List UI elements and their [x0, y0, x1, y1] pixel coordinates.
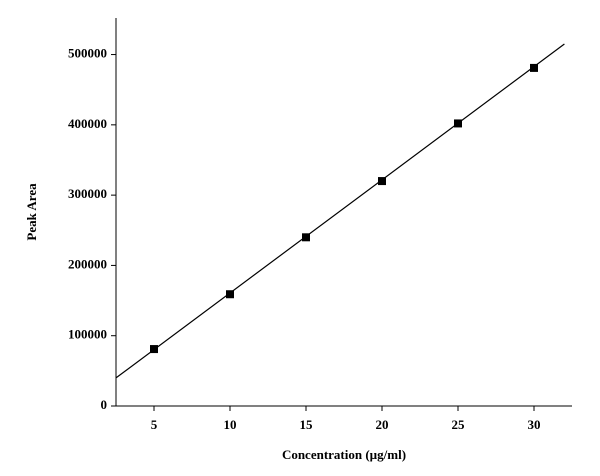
- x-tick-label: 15: [300, 417, 314, 432]
- x-tick-label: 10: [224, 417, 237, 432]
- data-point: [530, 63, 538, 72]
- y-tick-label: 500000: [68, 46, 107, 61]
- data-point: [378, 177, 386, 186]
- y-tick-label: 300000: [68, 186, 107, 201]
- x-tick-label: 30: [528, 417, 541, 432]
- y-tick-label: 0: [101, 397, 108, 412]
- x-tick-label: 20: [376, 417, 389, 432]
- y-tick-label: 100000: [68, 327, 107, 342]
- x-axis-label: Concentration (µg/ml): [282, 447, 406, 462]
- x-tick-label: 5: [151, 417, 158, 432]
- y-tick-label: 400000: [68, 116, 107, 131]
- y-axis-label: Peak Area: [24, 183, 39, 241]
- data-point: [302, 233, 310, 242]
- data-point: [454, 119, 462, 128]
- x-tick-label: 25: [452, 417, 466, 432]
- fit-line: [115, 43, 565, 379]
- y-tick-label: 200000: [68, 256, 107, 271]
- data-point: [150, 345, 158, 354]
- data-point: [226, 290, 234, 299]
